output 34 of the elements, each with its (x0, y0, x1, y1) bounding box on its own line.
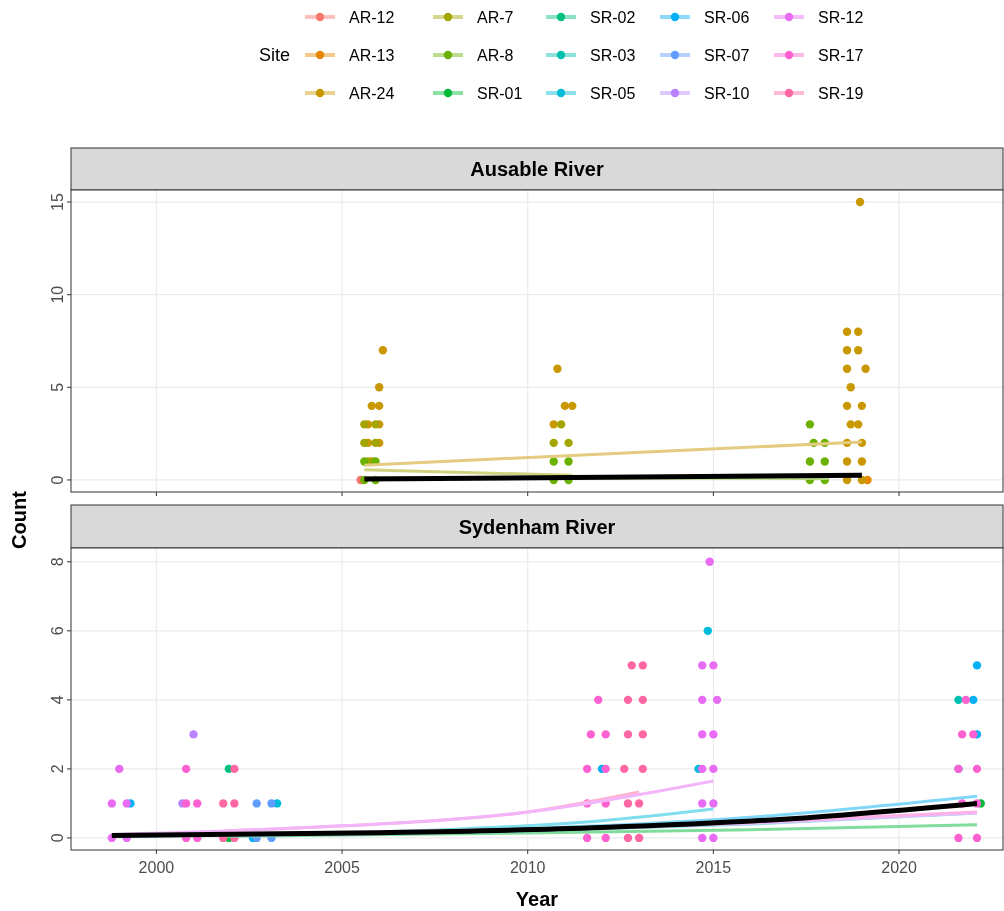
legend-label: SR-07 (704, 47, 750, 64)
legend-label: AR-13 (349, 47, 395, 64)
chart-title: Sydenham River (458, 515, 616, 538)
legend-label: AR-24 (349, 85, 395, 102)
legend-title: Site (258, 45, 290, 65)
legend-label: AR-7 (477, 9, 514, 26)
legend-label: SR-03 (590, 47, 636, 64)
y-tick-label: 0 (49, 833, 66, 843)
legend-label: SR-06 (704, 9, 750, 26)
x-tick-label: 2005 (324, 859, 360, 876)
legend-label: SR-17 (818, 47, 864, 64)
chart-title: Ausable River (470, 158, 604, 180)
legend-label: SR-02 (590, 9, 636, 26)
legend-label: SR-01 (477, 85, 523, 102)
y-tick-label: 4 (49, 695, 66, 705)
x-tick-label: 2015 (695, 859, 732, 876)
y-tick-label: 6 (49, 626, 66, 636)
legend-label: SR-05 (590, 85, 636, 102)
legend-label: AR-8 (477, 47, 514, 64)
y-tick-label: 8 (49, 557, 66, 567)
y-tick-label: 10 (49, 285, 66, 304)
x-tick-label: 2020 (881, 859, 917, 876)
y-axis-title: Count (8, 490, 30, 549)
y-tick-label: 2 (49, 764, 66, 774)
y-tick-label: 0 (49, 475, 66, 485)
legend-label: AR-12 (349, 9, 395, 26)
y-tick-label: 15 (49, 193, 66, 211)
x-tick-label: 2000 (138, 859, 175, 876)
x-axis-title: Year (515, 888, 559, 910)
x-tick-label: 2010 (509, 859, 546, 876)
legend-label: SR-12 (818, 9, 864, 26)
legend-label: SR-10 (704, 85, 750, 102)
legend-label: SR-19 (818, 85, 864, 102)
y-tick-label: 5 (49, 382, 66, 392)
